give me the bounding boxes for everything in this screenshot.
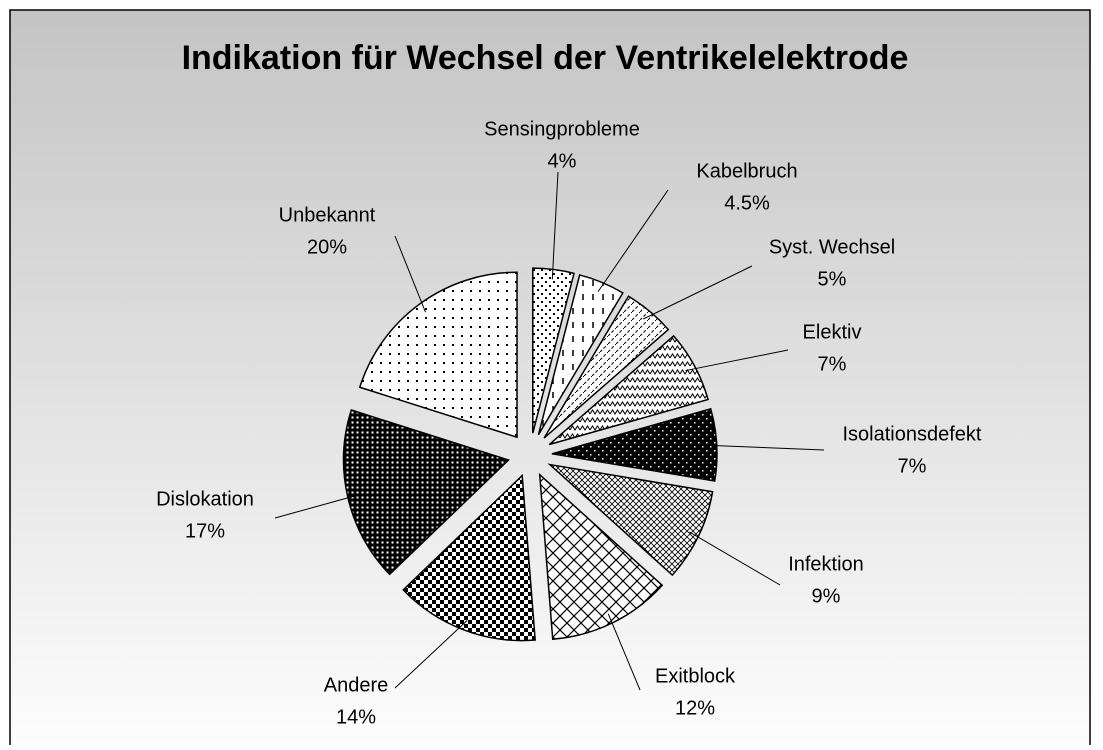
slice-label: Elektiv [803, 321, 862, 343]
value-label: 12% [675, 697, 715, 719]
slice-label: Syst. Wechsel [769, 236, 895, 258]
slice-label: Exitblock [655, 665, 736, 687]
slice-label: Andere [324, 674, 389, 696]
slice-label: Isolationsdefekt [843, 423, 982, 445]
slice-label: Infektion [788, 553, 864, 575]
value-label: 7% [818, 353, 847, 375]
plot: Sensingprobleme 4% Kabelbruch 4.5% Syst. Wec… [156, 118, 982, 728]
value-label: 20% [307, 236, 347, 258]
slice-label: Kabelbruch [696, 160, 797, 182]
value-label: 7% [898, 455, 927, 477]
pie-slice [538, 472, 664, 641]
leader-line [597, 189, 669, 292]
chart-title: Indikation für Wechsel der Ventrikelelek… [182, 39, 909, 77]
leader-line [394, 620, 468, 689]
value-label: 5% [818, 268, 847, 290]
leader-line [607, 613, 641, 691]
pie-slice [358, 271, 518, 439]
pie-slice [551, 407, 718, 482]
leader-line [689, 531, 781, 586]
leader-line [394, 235, 426, 313]
leader-line [706, 444, 825, 451]
leader-line [551, 171, 559, 280]
value-label: 14% [336, 706, 376, 728]
leader-line [274, 494, 358, 519]
slice-label: Unbekannt [279, 204, 376, 226]
pie-slice [548, 334, 710, 446]
pie-slice [547, 463, 714, 577]
value-label: 9% [812, 585, 841, 607]
pie-slice [543, 295, 670, 439]
value-label: 4.5% [724, 192, 770, 214]
leader-line [685, 349, 789, 372]
leader-line [643, 265, 753, 320]
value-label: 17% [185, 520, 225, 542]
pie-slice [537, 274, 624, 436]
slice-label: Dislokation [156, 488, 254, 510]
slice-label: Sensingprobleme [484, 118, 640, 140]
pie-slice [402, 473, 537, 642]
pie-slice [532, 267, 575, 434]
value-label: 4% [548, 150, 577, 172]
chart-area [9, 9, 1091, 750]
